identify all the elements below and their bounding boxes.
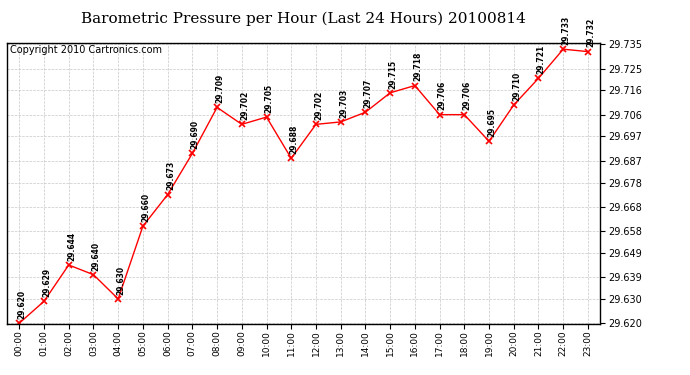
Text: 29.644: 29.644 <box>67 232 76 261</box>
Text: 29.705: 29.705 <box>265 84 274 113</box>
Text: 29.715: 29.715 <box>388 60 397 88</box>
Text: 29.640: 29.640 <box>92 242 101 270</box>
Text: 29.630: 29.630 <box>117 266 126 295</box>
Text: 29.673: 29.673 <box>166 161 175 190</box>
Text: 29.703: 29.703 <box>339 88 348 118</box>
Text: 29.706: 29.706 <box>462 81 471 111</box>
Text: 29.709: 29.709 <box>215 74 224 103</box>
Text: 29.733: 29.733 <box>562 16 571 45</box>
Text: 29.690: 29.690 <box>190 120 199 149</box>
Text: 29.718: 29.718 <box>413 52 422 81</box>
Text: 29.629: 29.629 <box>42 268 51 297</box>
Text: Copyright 2010 Cartronics.com: Copyright 2010 Cartronics.com <box>10 45 162 54</box>
Text: 29.695: 29.695 <box>487 108 496 137</box>
Text: 29.732: 29.732 <box>586 18 595 48</box>
Text: 29.710: 29.710 <box>512 72 521 101</box>
Text: 29.688: 29.688 <box>290 125 299 154</box>
Text: 29.707: 29.707 <box>364 79 373 108</box>
Text: 29.721: 29.721 <box>537 45 546 74</box>
Text: 29.702: 29.702 <box>240 91 249 120</box>
Text: 29.702: 29.702 <box>314 91 323 120</box>
Text: Barometric Pressure per Hour (Last 24 Hours) 20100814: Barometric Pressure per Hour (Last 24 Ho… <box>81 11 526 26</box>
Text: 29.706: 29.706 <box>438 81 447 111</box>
Text: 29.660: 29.660 <box>141 193 150 222</box>
Text: 29.620: 29.620 <box>17 290 26 319</box>
